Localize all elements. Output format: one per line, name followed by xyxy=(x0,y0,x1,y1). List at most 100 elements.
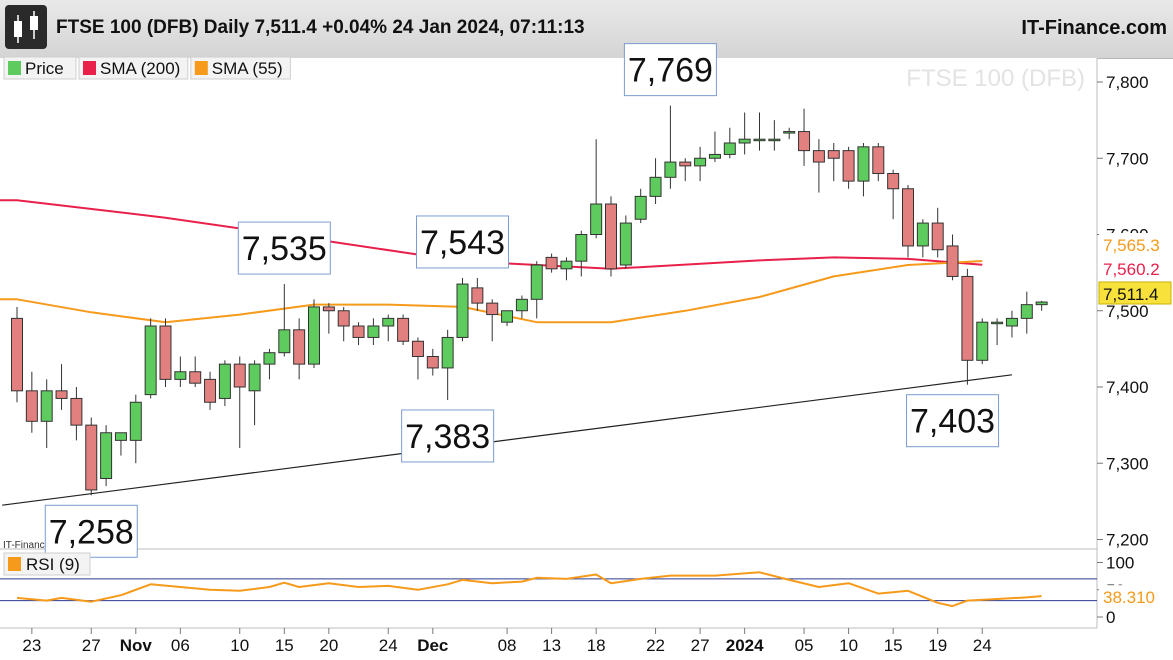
legend-swatch-price xyxy=(8,61,21,75)
candle xyxy=(768,120,781,151)
candle-body-down xyxy=(605,203,617,270)
candle xyxy=(486,299,499,342)
candle-body-up xyxy=(40,390,53,422)
candle-body-down xyxy=(827,150,840,159)
candle-body-down xyxy=(25,390,38,422)
time-tick-label: 22 xyxy=(646,636,665,655)
candle xyxy=(545,253,558,273)
time-tick-label: 23 xyxy=(22,636,41,655)
callout-box xyxy=(237,221,331,275)
candle xyxy=(916,219,929,258)
candle-body-up xyxy=(382,317,395,327)
price-panel xyxy=(0,58,1097,548)
candle xyxy=(530,261,543,319)
candle-body-up xyxy=(278,329,291,354)
candle xyxy=(248,360,261,426)
rsi-value-tag: 38.310 xyxy=(1103,588,1155,607)
candle xyxy=(798,108,811,166)
candle-body-up xyxy=(708,153,721,159)
candle xyxy=(441,329,454,400)
candle xyxy=(352,322,365,346)
candle xyxy=(931,207,944,258)
price-axis: 7,2007,3007,4007,5007,6007,7007,80010050… xyxy=(1097,73,1149,627)
callout-box xyxy=(44,504,138,558)
candle-body-up xyxy=(738,138,751,144)
candle xyxy=(397,314,410,346)
candle xyxy=(471,277,484,311)
candle xyxy=(40,379,53,448)
price-tag-price: 7,511.4 xyxy=(1098,281,1172,305)
candle-body-down xyxy=(961,275,974,361)
candle xyxy=(590,139,603,239)
time-tick-label: Nov xyxy=(120,636,153,655)
rsi-line xyxy=(16,571,1042,608)
candle-body-up xyxy=(263,352,276,365)
price-tag-label: 7,560.2 xyxy=(1103,260,1160,279)
candle-body-down xyxy=(812,150,825,163)
candle xyxy=(1035,300,1048,311)
source-credit: IT-Finance.com xyxy=(3,540,72,551)
candle-body-down xyxy=(204,378,217,403)
time-tick-label: 24 xyxy=(973,636,992,655)
time-tick-label: Dec xyxy=(417,636,448,655)
candle xyxy=(827,143,840,182)
callout-box xyxy=(401,409,495,463)
candle xyxy=(367,318,380,346)
candle-body-down xyxy=(679,161,692,167)
time-tick-label: 19 xyxy=(928,636,947,655)
candle-body-up xyxy=(664,161,677,178)
candle-body-up xyxy=(367,325,380,338)
time-tick-label: 06 xyxy=(171,636,190,655)
chart-header: FTSE 100 (DFB) Daily 7,511.4 +0.04% 24 J… xyxy=(0,0,1173,59)
time-tick-label: 15 xyxy=(275,636,294,655)
candle xyxy=(560,257,573,281)
candle xyxy=(322,303,335,334)
candle-body-down xyxy=(411,340,424,357)
candle-body-up xyxy=(174,371,187,380)
candle-body-down xyxy=(189,371,202,384)
rsi-tick-label: 100 xyxy=(1106,554,1134,573)
support-trendline xyxy=(2,374,1013,506)
candle xyxy=(961,268,974,385)
candle-body-up xyxy=(1035,301,1048,306)
candle xyxy=(515,295,528,319)
rsi-legend-box xyxy=(3,552,91,576)
candle-body-up xyxy=(560,260,573,270)
price-tick-label: 7,200 xyxy=(1106,531,1149,550)
candle xyxy=(634,188,647,224)
candle-body-down xyxy=(397,317,410,342)
candle-body-up xyxy=(100,432,113,479)
time-tick-label: 05 xyxy=(795,636,814,655)
candle xyxy=(85,417,98,496)
price-tag-box xyxy=(1098,281,1172,305)
callout-box xyxy=(623,43,717,97)
candle-body-down xyxy=(293,329,306,365)
candle-body-down xyxy=(471,287,484,304)
candlestick-app-icon[interactable] xyxy=(5,5,47,49)
candle-body-up xyxy=(694,157,707,167)
candle xyxy=(872,143,885,182)
candle-body-down xyxy=(352,325,365,338)
candle xyxy=(129,394,142,464)
legend-box-price xyxy=(3,56,77,80)
candle-body-up xyxy=(783,131,796,134)
price-tick-label: 7,300 xyxy=(1106,454,1149,473)
candle-body-up xyxy=(976,321,989,361)
candle-body-down xyxy=(486,302,499,316)
time-tick-label: 27 xyxy=(691,636,710,655)
price-tick-label: 7,500 xyxy=(1106,302,1149,321)
candles-layer xyxy=(11,105,1048,496)
candle xyxy=(887,169,900,220)
candle-body-up xyxy=(515,298,528,312)
candle-body-up xyxy=(441,336,454,369)
rsi-legend-label: RSI (9) xyxy=(26,555,80,574)
legend-label-sma-200: SMA (200) xyxy=(100,59,180,78)
candle xyxy=(293,318,306,380)
candle-body-up xyxy=(248,363,261,392)
candle xyxy=(1005,310,1018,338)
candle xyxy=(218,360,231,407)
candle xyxy=(605,196,617,277)
legend-box-sma-55 xyxy=(190,56,291,80)
candle xyxy=(991,318,1004,346)
